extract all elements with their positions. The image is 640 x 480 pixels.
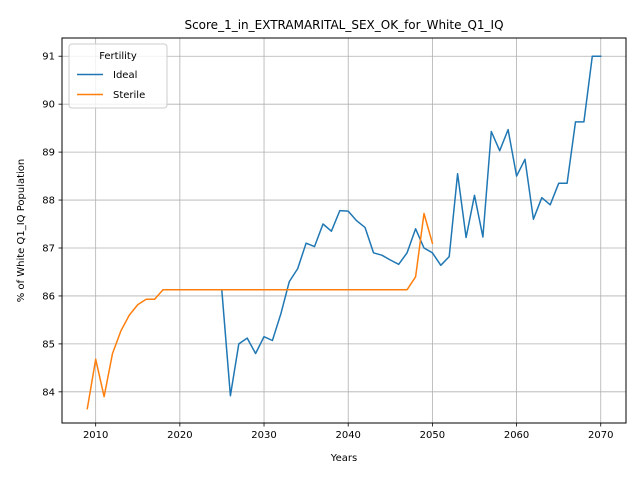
legend-label-ideal: Ideal	[113, 70, 137, 81]
y-tick-label: 88	[42, 196, 55, 207]
legend-title: Fertility	[99, 51, 137, 62]
y-tick-label: 91	[42, 52, 55, 63]
y-tick-label: 84	[42, 387, 55, 398]
legend: Fertility Ideal Sterile	[68, 43, 168, 109]
x-tick-label: 2010	[83, 430, 108, 441]
x-tick-label: 2050	[420, 430, 445, 441]
y-axis-label: % of White Q1_IQ Population	[16, 159, 27, 303]
legend-label-sterile: Sterile	[113, 90, 145, 101]
grid	[62, 38, 626, 423]
x-tick-label: 2030	[251, 430, 276, 441]
series-line-ideal	[221, 55, 602, 397]
x-tick-label: 2040	[335, 430, 360, 441]
chart-title: Score_1_in_EXTRAMARITAL_SEX_OK_for_White…	[184, 18, 503, 32]
x-axis-label: Years	[330, 453, 357, 464]
axis-ticks: 2010 2020 2030 2040 2050 2060 2070 84 85 86 87 88 89…	[42, 52, 613, 441]
legend-items: Ideal Sterile	[77, 70, 145, 101]
x-tick-label: 2020	[167, 430, 192, 441]
y-tick-label: 86	[42, 291, 55, 302]
y-tick-label: 89	[42, 148, 55, 159]
legend-box	[68, 43, 168, 109]
series-line-sterile	[86, 212, 434, 410]
plot-frame	[61, 37, 627, 424]
series-lines	[86, 55, 602, 410]
y-tick-label: 87	[42, 244, 55, 255]
y-tick-label: 90	[42, 100, 55, 111]
x-tick-label: 2070	[588, 430, 613, 441]
x-tick-label: 2060	[504, 430, 529, 441]
y-tick-label: 85	[42, 339, 55, 350]
